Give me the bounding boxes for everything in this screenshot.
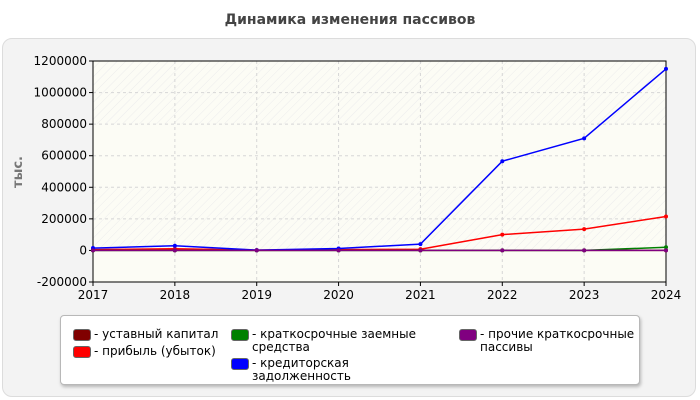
data-point [582,227,587,232]
x-tick-label: 2020 [323,288,354,302]
legend-swatch [231,329,249,341]
y-tick-label: 200000 [41,212,87,226]
data-point [336,248,341,253]
series-line [92,215,667,251]
chart-legend: - уставный капитал - прибыль (убыток) - кр… [60,315,640,385]
series-4 [91,248,668,253]
legend-swatch [73,329,91,341]
x-tick-label: 2017 [78,288,109,302]
y-tick-label: -200000 [37,275,87,289]
data-point [582,248,587,253]
data-point [418,248,423,253]
y-tick-label: 1000000 [34,86,87,100]
legend-item: - уставный капитал [73,328,223,341]
data-point [664,66,668,71]
legend-label: - прибыль (убыток) [94,344,216,358]
y-axis-label: тыс. [11,156,26,188]
chart-title: Динамика изменения пассивов [224,12,476,28]
data-point [664,248,668,253]
y-tick-label: 600000 [41,149,87,163]
legend-item: - прибыль (убыток) [73,345,223,358]
x-tick-label: 2022 [487,288,518,302]
data-point [500,248,505,253]
x-tick-label: 2018 [160,288,191,302]
plot-hatch-band [93,187,666,251]
data-point [500,232,505,237]
legend-swatch [231,358,249,370]
legend-item: - краткосрочные заемные средства [231,328,441,354]
data-point [254,248,259,253]
y-tick-label: 1200000 [34,54,87,68]
series-line [92,68,667,251]
legend-swatch [459,329,477,341]
data-point [664,245,668,250]
legend-item: - прочие краткосрочные пассивы [459,328,669,354]
legend-item: - кредиторская задолженность [231,357,441,383]
data-point [172,248,177,253]
plot-hatch-band [93,61,666,125]
y-tick-label: 0 [79,243,87,257]
data-point [91,248,95,253]
data-point [500,159,505,164]
x-tick-label: 2019 [241,288,272,302]
plot-frame [92,60,667,283]
data-point [418,242,423,247]
legend-swatch [73,346,91,358]
data-point [582,136,587,141]
data-point [172,243,177,248]
legend-label: - прочие краткосрочные пассивы [480,327,635,354]
y-tick-label: 400000 [41,180,87,194]
x-tick-label: 2021 [405,288,436,302]
y-tick-label: 800000 [41,117,87,131]
data-point [664,214,668,219]
x-tick-label: 2024 [651,288,682,302]
legend-label: - уставный капитал [94,327,219,341]
legend-label: - краткосрочные заемные средства [252,327,416,354]
x-tick-label: 2023 [569,288,600,302]
legend-label: - кредиторская задолженность [252,356,351,383]
